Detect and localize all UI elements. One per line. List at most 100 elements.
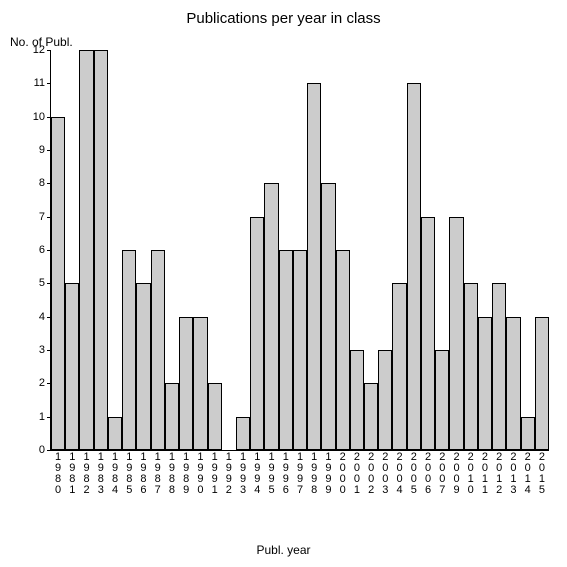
- y-tick-mark: [47, 117, 51, 118]
- bar: [193, 317, 207, 450]
- y-tick-label: 6: [5, 244, 51, 256]
- bar: [521, 417, 535, 450]
- bar: [307, 83, 321, 450]
- x-tick-label: 2012: [493, 450, 505, 496]
- bar: [350, 350, 364, 450]
- bar: [136, 283, 150, 450]
- bar: [279, 250, 293, 450]
- x-tick-label: 2007: [436, 450, 448, 496]
- y-tick-mark: [47, 450, 51, 451]
- x-tick-label: 1984: [109, 450, 121, 496]
- x-tick-label: 1999: [322, 450, 334, 496]
- y-tick-mark: [47, 50, 51, 51]
- x-tick-label: 2015: [536, 450, 548, 496]
- bar: [122, 250, 136, 450]
- bar: [435, 350, 449, 450]
- bar: [421, 217, 435, 450]
- bar: [79, 50, 93, 450]
- y-tick-label: 4: [5, 311, 51, 323]
- y-tick-mark: [47, 383, 51, 384]
- x-tick-label: 1991: [209, 450, 221, 496]
- x-tick-label: 1988: [166, 450, 178, 496]
- bar: [208, 383, 222, 450]
- bar: [179, 317, 193, 450]
- x-tick-label: 2004: [394, 450, 406, 496]
- y-tick-mark: [47, 183, 51, 184]
- publications-chart: Publications per year in class No. of Pu…: [0, 0, 567, 567]
- y-tick-label: 2: [5, 377, 51, 389]
- y-tick-label: 1: [5, 411, 51, 423]
- bar: [51, 117, 65, 450]
- chart-title: Publications per year in class: [0, 10, 567, 27]
- x-tick-label: 2001: [351, 450, 363, 496]
- x-tick-label: 1987: [152, 450, 164, 496]
- x-tick-label: 1993: [237, 450, 249, 496]
- bar: [364, 383, 378, 450]
- y-tick-mark: [47, 217, 51, 218]
- x-tick-label: 2014: [522, 450, 534, 496]
- x-tick-label: 2006: [422, 450, 434, 496]
- y-tick-label: 0: [5, 444, 51, 456]
- bar: [165, 383, 179, 450]
- x-tick-label: 2013: [507, 450, 519, 496]
- x-tick-label: 1997: [294, 450, 306, 496]
- y-tick-label: 10: [5, 111, 51, 123]
- y-tick-mark: [47, 83, 51, 84]
- bar: [392, 283, 406, 450]
- x-tick-label: 2010: [465, 450, 477, 496]
- bar: [65, 283, 79, 450]
- x-tick-label: 2000: [337, 450, 349, 496]
- x-tick-label: 1990: [194, 450, 206, 496]
- bar: [506, 317, 520, 450]
- y-tick-label: 9: [5, 144, 51, 156]
- x-axis-label: Publ. year: [0, 543, 567, 557]
- x-tick-label: 1980: [52, 450, 64, 496]
- bar: [250, 217, 264, 450]
- bar: [535, 317, 549, 450]
- x-tick-label: 2005: [408, 450, 420, 496]
- x-tick-label: 2011: [479, 450, 491, 496]
- bar: [108, 417, 122, 450]
- x-tick-label: 1981: [66, 450, 78, 496]
- y-tick-mark: [47, 250, 51, 251]
- x-tick-label: 1989: [180, 450, 192, 496]
- bar: [492, 283, 506, 450]
- bar: [293, 250, 307, 450]
- bar: [478, 317, 492, 450]
- bar: [94, 50, 108, 450]
- x-tick-label: 1986: [137, 450, 149, 496]
- y-tick-mark: [47, 283, 51, 284]
- y-tick-mark: [47, 317, 51, 318]
- x-tick-label: 1982: [81, 450, 93, 496]
- bar: [336, 250, 350, 450]
- bar: [264, 183, 278, 450]
- bar: [407, 83, 421, 450]
- x-tick-label: 1985: [123, 450, 135, 496]
- bar: [449, 217, 463, 450]
- x-tick-label: 1992: [223, 450, 235, 496]
- x-tick-label: 2002: [365, 450, 377, 496]
- bar: [378, 350, 392, 450]
- y-tick-label: 7: [5, 211, 51, 223]
- bar: [464, 283, 478, 450]
- bars-layer: [51, 50, 549, 450]
- x-tick-label: 1983: [95, 450, 107, 496]
- x-tick-label: 2009: [451, 450, 463, 496]
- y-tick-mark: [47, 417, 51, 418]
- bar: [151, 250, 165, 450]
- bar: [321, 183, 335, 450]
- x-tick-label: 1998: [308, 450, 320, 496]
- x-tick-label: 1995: [266, 450, 278, 496]
- y-tick-label: 11: [5, 77, 51, 89]
- plot-area: 0123456789101112 19801981198219831984198…: [50, 50, 549, 451]
- x-tick-label: 2003: [379, 450, 391, 496]
- y-tick-label: 8: [5, 177, 51, 189]
- y-tick-label: 3: [5, 344, 51, 356]
- x-tick-label: 1996: [280, 450, 292, 496]
- y-tick-mark: [47, 350, 51, 351]
- bar: [236, 417, 250, 450]
- y-tick-label: 12: [5, 44, 51, 56]
- y-tick-mark: [47, 150, 51, 151]
- y-tick-label: 5: [5, 277, 51, 289]
- x-tick-label: 1994: [251, 450, 263, 496]
